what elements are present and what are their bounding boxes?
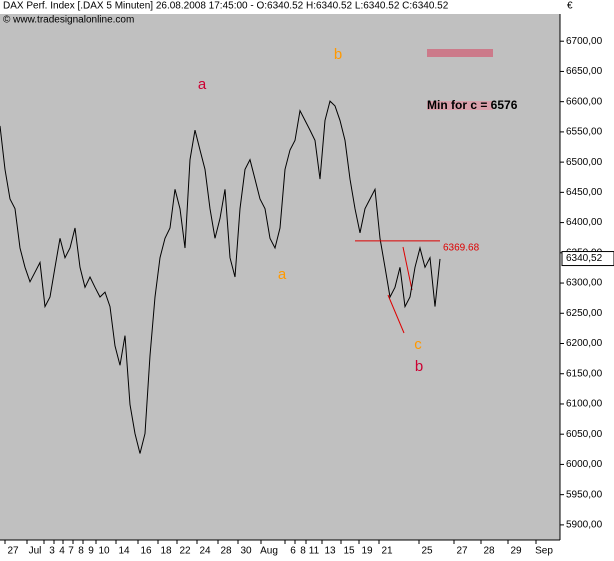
x-tick-label: 15	[343, 546, 355, 557]
x-tick-label: 27	[7, 546, 19, 557]
y-tick-label: 6600,00	[566, 96, 603, 107]
y-tick-label: 6700,00	[566, 36, 603, 47]
x-tick-label: 3	[49, 546, 55, 557]
y-tick-label: 6650,00	[566, 66, 603, 77]
x-tick-label: 30	[240, 546, 252, 557]
wave-line	[402, 246, 413, 291]
x-tick-label: 25	[421, 546, 433, 557]
x-tick-label: 6	[290, 546, 296, 557]
x-tick-label: 16	[140, 546, 152, 557]
wave-label: c	[414, 336, 422, 353]
chart-title: DAX Perf. Index [.DAX 5 Minuten] 26.08.2…	[3, 1, 449, 12]
x-tick-label: Sep	[535, 546, 553, 557]
y-tick-label: 6500,00	[566, 157, 603, 168]
x-tick-label: 18	[160, 546, 172, 557]
x-tick-label: 19	[361, 546, 373, 557]
x-tick-label: 28	[220, 546, 232, 557]
wave-line	[387, 294, 405, 334]
x-tick-label: 21	[381, 546, 393, 557]
x-tick-label: 22	[179, 546, 191, 557]
currency: €	[567, 1, 573, 12]
x-tick-label: 4	[59, 546, 65, 557]
x-tick-label: 7	[68, 546, 74, 557]
wave-label: a	[198, 76, 207, 93]
y-tick-label: 6050,00	[566, 429, 603, 440]
x-tick-label: 27	[456, 546, 468, 557]
price-tag-label: 6340,52	[566, 253, 603, 264]
price-line	[0, 100, 441, 454]
x-tick-label: 10	[98, 546, 110, 557]
x-tick-label: Aug	[260, 546, 278, 557]
wave-label: a	[278, 266, 287, 283]
y-tick-label: 6250,00	[566, 308, 603, 319]
x-tick-label: 28	[483, 546, 495, 557]
x-tick-label: 29	[510, 546, 522, 557]
y-tick-label: 6100,00	[566, 399, 603, 410]
x-tick-label: 8	[78, 546, 84, 557]
y-tick-label: 6400,00	[566, 217, 603, 228]
y-tick-label: 6000,00	[566, 459, 603, 470]
level-label: 6369.68	[443, 243, 480, 254]
x-tick-label: Jul	[29, 546, 42, 557]
y-tick-label: 5900,00	[566, 520, 603, 531]
x-tick-label: 13	[324, 546, 336, 557]
y-tick-label: 6450,00	[566, 187, 603, 198]
note: Min for c = 6576	[427, 98, 518, 112]
price-tag	[561, 251, 614, 267]
chart-subtitle: © www.tradesignalonline.com	[3, 15, 134, 26]
x-tick-label: 14	[118, 546, 130, 557]
wave-label: b	[334, 46, 342, 63]
x-tick-label: 11	[309, 546, 320, 557]
wave-label: b	[415, 358, 423, 375]
y-tick-label: 5950,00	[566, 489, 603, 500]
x-tick-label: 24	[199, 546, 211, 557]
note-highlight	[427, 101, 493, 110]
y-tick-label: 6550,00	[566, 127, 603, 138]
y-tick-label: 6300,00	[566, 278, 603, 289]
y-tick-label: 6200,00	[566, 338, 603, 349]
target-box	[427, 49, 493, 57]
x-tick-label: 9	[88, 546, 94, 557]
x-tick-label: 8	[300, 546, 306, 557]
y-tick-label: 6150,00	[566, 368, 603, 379]
